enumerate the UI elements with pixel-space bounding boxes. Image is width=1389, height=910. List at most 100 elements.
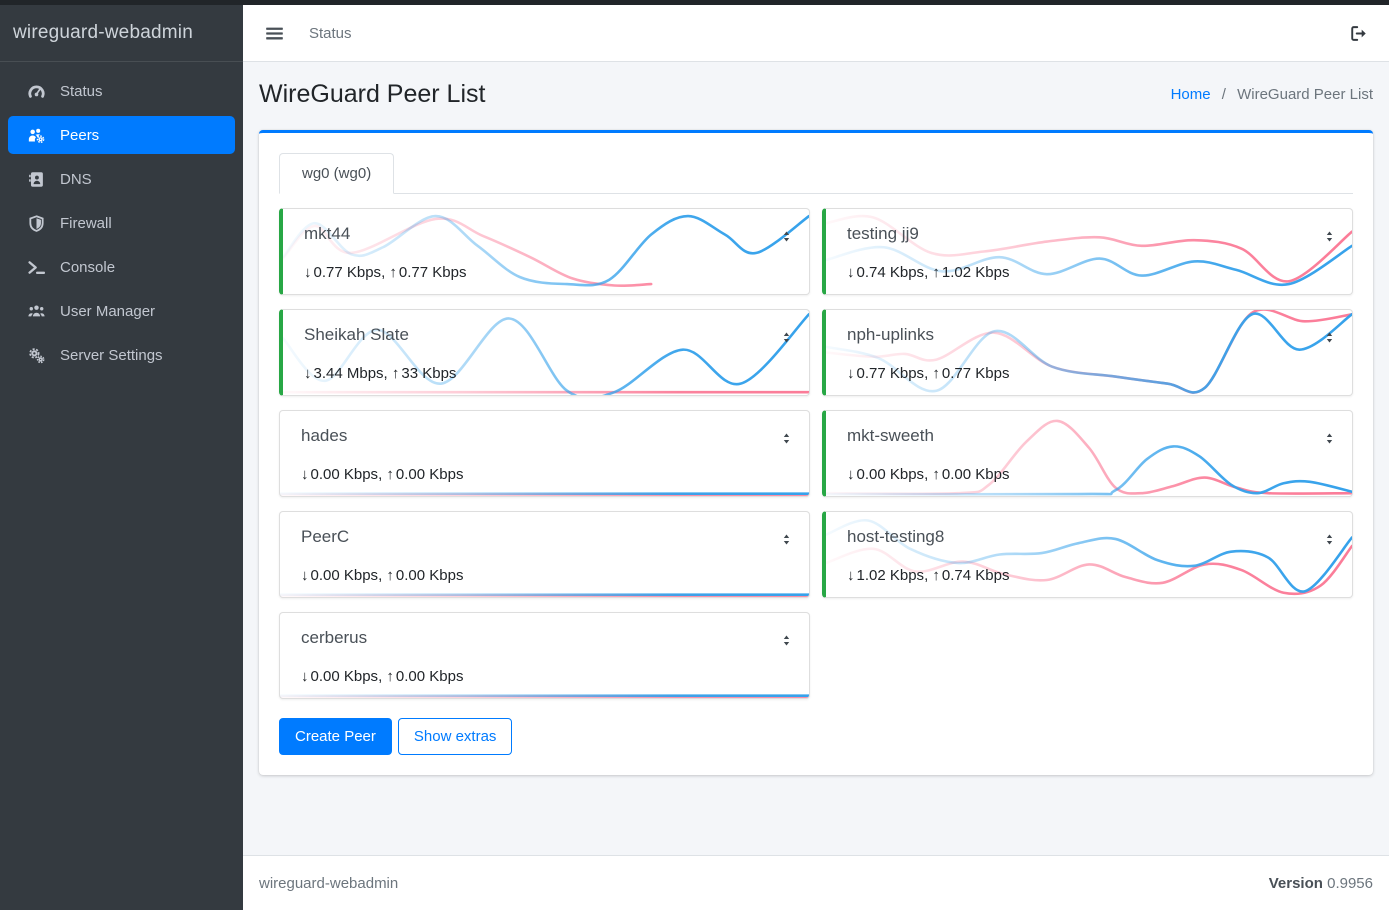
show-extras-button[interactable]: Show extras [397,718,513,755]
peer-column-left: mkt44 ↓ 0.77 Kbps, ↑ 0.77 Kbps Sheikah Sla… [279,208,810,713]
sidebar-nav: Status Peers DNS Firewall Console User M… [0,62,243,384]
upload-arrow-icon: ↑ [932,365,940,382]
download-arrow-icon: ↓ [847,567,855,584]
sidebar-brand[interactable]: wireguard-webadmin [0,5,243,62]
sidebar-item-status[interactable]: Status [8,72,235,110]
peer-card-sheikah-slate[interactable]: Sheikah Slate ↓ 3.44 Mbps, ↑ 33 Kbps [279,309,810,396]
breadcrumb: Home / WireGuard Peer List [1171,86,1373,103]
peer-stats: ↓ 0.74 Kbps, ↑ 1.02 Kbps [847,264,1009,281]
sidebar-item-firewall[interactable]: Firewall [8,204,235,242]
upload-arrow-icon: ↑ [932,567,940,584]
peer-upload-rate: 1.02 Kbps [941,264,1010,281]
navbar-status-link[interactable]: Status [309,24,352,42]
peer-traffic-sparkline [283,310,809,395]
peer-traffic-sparkline [283,209,809,294]
peer-upload-rate: 0.77 Kbps [398,264,467,281]
peer-card-host-testing8[interactable]: host-testing8 ↓ 1.02 Kbps, ↑ 0.74 Kbps [822,511,1353,598]
stats-separator: , [924,466,933,483]
sort-handle-icon[interactable] [780,634,793,647]
stats-separator: , [383,365,392,382]
download-arrow-icon: ↓ [304,264,312,281]
peer-stats: ↓ 0.00 Kbps, ↑ 0.00 Kbps [301,567,463,584]
peer-download-rate: 0.74 Kbps [856,264,925,281]
upload-arrow-icon: ↑ [389,264,397,281]
sidebar: wireguard-webadmin Status Peers DNS Fire… [0,5,243,910]
users-cog-icon [24,127,48,144]
top-strip [0,0,1389,5]
peer-traffic-sparkline [280,512,809,597]
peer-name: mkt44 [304,224,351,243]
peer-traffic-sparkline [826,209,1352,294]
peer-download-rate: 0.77 Kbps [313,264,382,281]
stats-separator: , [924,264,933,281]
peer-stats: ↓ 0.00 Kbps, ↑ 0.00 Kbps [301,466,463,483]
app-shell: wireguard-webadmin Status Peers DNS Fire… [0,5,1389,910]
footer: wireguard-webadmin Version 0.9956 [243,855,1389,910]
upload-arrow-icon: ↑ [386,668,394,685]
sort-handle-icon[interactable] [1323,533,1336,546]
sort-handle-icon[interactable] [780,230,793,243]
peer-stats: ↓ 1.02 Kbps, ↑ 0.74 Kbps [847,567,1009,584]
peer-download-rate: 0.00 Kbps [856,466,925,483]
stats-separator: , [378,466,387,483]
peer-grid: mkt44 ↓ 0.77 Kbps, ↑ 0.77 Kbps Sheikah Sla… [279,208,1353,713]
stats-separator: , [378,668,387,685]
peer-card-cerberus[interactable]: cerberus ↓ 0.00 Kbps, ↑ 0.00 Kbps [279,612,810,699]
sort-handle-icon[interactable] [1323,432,1336,445]
main-area: Status WireGuard Peer List Home / WireGu… [243,5,1389,910]
peer-name: Sheikah Slate [304,325,409,344]
sidebar-item-peers[interactable]: Peers [8,116,235,154]
page-header: WireGuard Peer List Home / WireGuard Pee… [243,62,1389,124]
peer-upload-rate: 0.74 Kbps [941,567,1010,584]
peer-name: mkt-sweeth [847,426,934,445]
shield-icon [24,214,48,232]
peer-upload-rate: 0.00 Kbps [395,567,464,584]
upload-arrow-icon: ↑ [386,567,394,584]
peer-card-hades[interactable]: hades ↓ 0.00 Kbps, ↑ 0.00 Kbps [279,410,810,497]
sort-handle-icon[interactable] [780,533,793,546]
peer-upload-rate: 0.00 Kbps [395,466,464,483]
peer-card-peerc[interactable]: PeerC ↓ 0.00 Kbps, ↑ 0.00 Kbps [279,511,810,598]
peer-name: testing jj9 [847,224,919,243]
sidebar-item-server-settings[interactable]: Server Settings [8,336,235,374]
download-arrow-icon: ↓ [301,567,309,584]
sidebar-item-console[interactable]: Console [8,248,235,286]
peer-card-testing-jj9[interactable]: testing jj9 ↓ 0.74 Kbps, ↑ 1.02 Kbps [822,208,1353,295]
hamburger-menu-icon[interactable] [265,24,284,43]
footer-version: Version 0.9956 [1269,875,1373,892]
peer-download-rate: 0.00 Kbps [310,668,379,685]
sort-handle-icon[interactable] [780,331,793,344]
peer-card-mkt44[interactable]: mkt44 ↓ 0.77 Kbps, ↑ 0.77 Kbps [279,208,810,295]
stats-separator: , [381,264,390,281]
peer-stats: ↓ 0.00 Kbps, ↑ 0.00 Kbps [301,668,463,685]
peer-download-rate: 0.77 Kbps [856,365,925,382]
sidebar-item-user-manager[interactable]: User Manager [8,292,235,330]
tab-wg0[interactable]: wg0 (wg0) [279,153,395,194]
peer-name: host-testing8 [847,527,945,546]
peer-stats: ↓ 0.00 Kbps, ↑ 0.00 Kbps [847,466,1009,483]
create-peer-button[interactable]: Create Peer [279,718,392,755]
stats-separator: , [924,365,933,382]
users-icon [24,303,48,320]
top-navbar: Status [243,5,1389,62]
page-title: WireGuard Peer List [259,80,486,108]
terminal-icon [24,259,48,276]
download-arrow-icon: ↓ [847,365,855,382]
sort-handle-icon[interactable] [1323,331,1336,344]
cogs-icon [24,347,48,364]
sign-out-icon[interactable] [1350,25,1367,42]
peer-download-rate: 0.00 Kbps [310,466,379,483]
download-arrow-icon: ↓ [847,466,855,483]
peer-traffic-sparkline [826,310,1352,395]
peer-download-rate: 3.44 Mbps [313,365,384,382]
footer-version-label: Version [1268,874,1323,892]
sort-handle-icon[interactable] [780,432,793,445]
peer-card-nph-uplinks[interactable]: nph-uplinks ↓ 0.77 Kbps, ↑ 0.77 Kbps [822,309,1353,396]
download-arrow-icon: ↓ [301,668,309,685]
peer-traffic-sparkline [280,613,809,698]
download-arrow-icon: ↓ [847,264,855,281]
sort-handle-icon[interactable] [1323,230,1336,243]
breadcrumb-home-link[interactable]: Home [1170,85,1211,103]
peer-card-mkt-sweeth[interactable]: mkt-sweeth ↓ 0.00 Kbps, ↑ 0.00 Kbps [822,410,1353,497]
sidebar-item-dns[interactable]: DNS [8,160,235,198]
